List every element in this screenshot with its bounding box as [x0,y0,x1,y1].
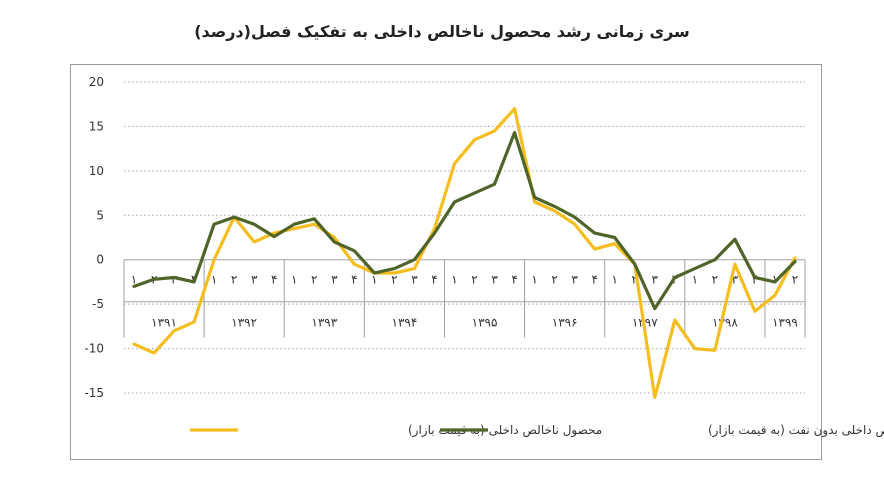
y-tick-label: 0 [96,253,104,267]
series-line-gdp [132,107,797,399]
x-quarter-label: ۳ [732,273,739,287]
x-year-label: ۱۳۹۶ [552,316,578,330]
x-year-label: ۱۳۹۱ [151,316,177,330]
legend-label: محصول ناخالص داخلی (به قیمت بازار) [408,423,602,438]
y-tick-label: 5 [96,208,104,222]
x-quarter-label: ۳ [652,273,659,287]
x-year-label: ۱۳۹۸ [712,316,738,330]
y-tick-label: -15 [84,386,104,400]
x-year-label: ۱۳۹۹ [772,316,798,330]
y-axis: 20 15 10 5 0 -5 -10 -15 [84,75,104,400]
x-quarter-label: ۴ [431,273,437,287]
x-quarter-label: ۱ [291,273,297,287]
y-tick-label: 15 [89,119,104,133]
x-year-label: ۱۳۹۲ [231,316,257,330]
x-quarter-label: ۳ [571,273,578,287]
x-quarter-label: ۲ [391,273,397,287]
x-quarter-label: ۱ [692,273,698,287]
chart-frame [70,64,822,460]
legend: محصول ناخالص داخلی (به قیمت بازار) محصول … [190,423,884,438]
x-quarter-label: ۱ [451,273,457,287]
y-tick-label: -5 [92,297,104,311]
x-quarter-label: ۱ [531,273,537,287]
x-quarter-label: ۱ [131,273,137,287]
x-quarter-label: ۴ [591,273,597,287]
x-quarter-label: ۳ [171,273,178,287]
grid-lines [124,81,805,394]
x-quarter-label: ۳ [411,273,418,287]
x-quarter-label: ۴ [271,273,277,287]
x-quarter-label: ۴ [752,273,758,287]
legend-label: محصول ناخالص داخلی بدون نفت (به قیمت باز… [708,423,884,438]
x-quarter-label: ۱ [371,273,377,287]
x-quarter-label: ۳ [491,273,498,287]
x-quarter-label: ۱ [611,273,617,287]
x-quarter-label: ۳ [251,273,258,287]
x-quarter-label: ۲ [231,273,237,287]
x-quarter-label: ۲ [632,273,638,287]
x-year-label: ۱۳۹۳ [311,316,337,330]
chart-title: سری زمانی رشد محصول ناخالص داخلی به تفکی… [194,22,690,41]
x-quarter-label: ۴ [351,273,357,287]
x-year-label: ۱۳۹۴ [392,316,418,330]
y-tick-label: 20 [89,75,104,89]
x-quarter-label: ۳ [331,273,338,287]
x-quarter-label: ۲ [551,273,557,287]
x-quarter-label: ۲ [311,273,317,287]
x-quarter-label: ۱ [211,273,217,287]
y-tick-label: 10 [89,164,104,178]
y-tick-label: -10 [84,342,104,356]
x-quarter-label: ۲ [792,273,798,287]
series-line-non-oil-gdp [132,131,797,311]
x-quarter-label: ۲ [712,273,718,287]
x-quarter-label: ۴ [511,273,517,287]
x-quarter-label: ۲ [471,273,477,287]
x-year-label: ۱۳۹۵ [472,316,498,330]
series-lines [132,107,797,399]
